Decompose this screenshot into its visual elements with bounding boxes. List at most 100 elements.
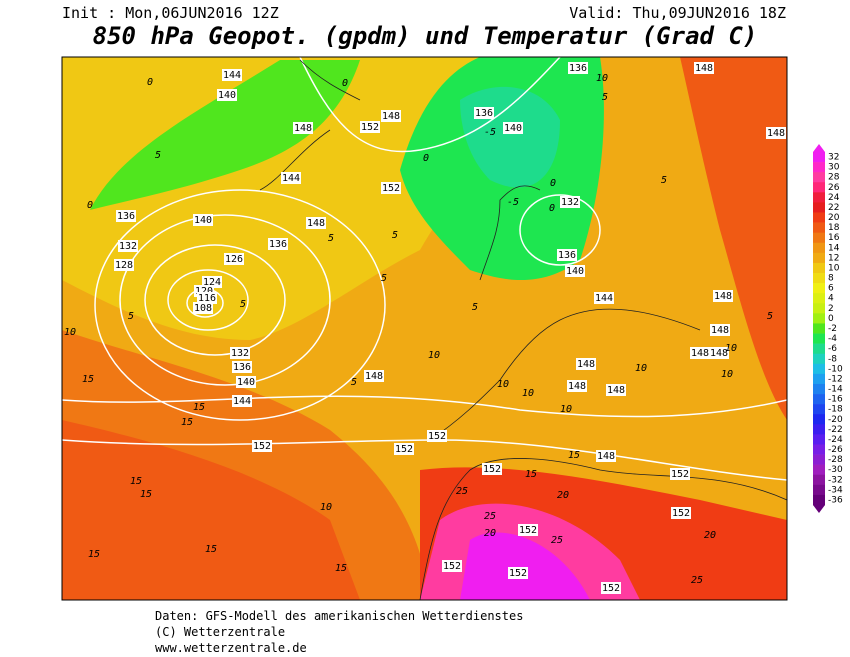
map-title: 850 hPa Geopot. (gpdm) und Temperatur (G… <box>93 22 758 50</box>
geopotential-label: 148 <box>597 451 615 462</box>
label-box <box>281 172 301 184</box>
temperature-label: 5 <box>472 302 478 313</box>
temperature-label: 5 <box>351 377 357 388</box>
temperature-label: 15 <box>82 374 94 385</box>
geopotential-label: 136 <box>569 63 587 74</box>
colorbar-band <box>813 192 825 203</box>
label-box <box>217 89 237 101</box>
geopotential-label: 148 <box>710 348 728 359</box>
geopotential-label: 152 <box>602 583 620 594</box>
temperature-label: 15 <box>335 563 347 574</box>
temperature-label: 15 <box>130 476 142 487</box>
temperature-label: 10 <box>497 379 509 390</box>
colorbar-band <box>813 494 825 506</box>
temperature-label: -5 <box>484 127 496 138</box>
colorbar-band <box>813 424 825 435</box>
colorbar-label: 24 <box>828 193 840 203</box>
valid-time: Valid: Thu,09JUN2016 18Z <box>569 4 786 22</box>
label-box <box>601 582 621 594</box>
geopotential-label: 148 <box>714 291 732 302</box>
colorbar-bottom-arrow <box>813 505 825 513</box>
temperature-label: 25 <box>484 511 496 522</box>
geopotential-label: 108 <box>194 303 212 314</box>
geopotential-label: 126 <box>225 254 243 265</box>
geopotential-label: 140 <box>218 90 236 101</box>
temperature-label: 10 <box>64 327 76 338</box>
temperature-label: 10 <box>721 369 733 380</box>
colorbar-label: 30 <box>828 163 840 173</box>
colorbar-label: -6 <box>828 344 837 354</box>
geopotential-label: 136 <box>475 108 493 119</box>
footer-url: www.wetterzentrale.de <box>155 641 307 655</box>
geopotential-label: 116 <box>198 293 216 304</box>
colorbar-label: -24 <box>828 435 843 445</box>
colorbar-top-arrow <box>813 144 825 152</box>
temperature-label: 10 <box>522 388 534 399</box>
colorbar-label: 20 <box>828 213 840 223</box>
temperature-label: 15 <box>568 450 580 461</box>
temperature-label: 20 <box>484 528 496 539</box>
colorbar-band <box>813 484 825 496</box>
init-time: Init : Mon,06JUN2016 12Z <box>62 4 279 22</box>
colorbar-band <box>813 252 825 264</box>
colorbar-label: -4 <box>828 334 837 344</box>
geopotential-label: 144 <box>282 173 300 184</box>
colorbar-label: -14 <box>828 385 843 395</box>
temperature-label: 15 <box>181 417 193 428</box>
label-box <box>193 214 213 226</box>
colorbar-band <box>813 343 825 355</box>
temperature-label: 10 <box>560 404 572 415</box>
label-box <box>670 468 690 480</box>
label-box <box>518 524 538 536</box>
label-box <box>568 62 588 74</box>
colorbar-band <box>813 262 825 274</box>
label-box <box>709 347 729 359</box>
map-frame <box>61 56 788 601</box>
label-box <box>503 122 523 134</box>
colorbar-label: 6 <box>828 284 834 294</box>
colorbar-band <box>813 454 825 465</box>
label-box <box>606 384 626 396</box>
geopotential-label: 136 <box>269 239 287 250</box>
temperature-label: 15 <box>205 544 217 555</box>
label-box <box>381 110 401 122</box>
colorbar-label: 12 <box>828 253 839 263</box>
colorbar-band <box>813 434 825 445</box>
colorbar-label: -20 <box>828 415 843 425</box>
footer-copyright: (C) Wetterzentrale <box>155 625 285 639</box>
label-box <box>557 249 577 261</box>
colorbar-band <box>813 373 825 385</box>
temperature-label: 10 <box>596 73 608 84</box>
temperature-label: 5 <box>767 311 773 322</box>
geopotential-label: 136 <box>233 362 251 373</box>
label-box <box>197 292 217 304</box>
geopotential-label: 136 <box>117 211 135 222</box>
colorbar-label: 32 <box>828 153 839 163</box>
temperature-label: 5 <box>381 273 387 284</box>
geopotential-label: 152 <box>509 568 527 579</box>
colorbar-band <box>813 222 825 233</box>
colorbar-label: 2 <box>828 304 834 314</box>
colorbar-band <box>813 333 825 344</box>
colorbar-label: -8 <box>828 354 837 364</box>
label-box <box>364 370 384 382</box>
label-box <box>482 463 502 475</box>
colorbar-band <box>813 383 825 395</box>
geopotential-label: 148 <box>607 385 625 396</box>
colorbar-label: -36 <box>828 495 843 505</box>
colorbar-band <box>813 242 825 254</box>
colorbar-label: 14 <box>828 243 840 253</box>
colorbar-band <box>813 394 825 405</box>
colorbar-band <box>813 182 825 193</box>
label-box <box>594 292 614 304</box>
geopotential-label: 152 <box>519 525 537 536</box>
colorbar-label: 28 <box>828 173 840 183</box>
label-box <box>381 182 401 194</box>
colorbar-label: 8 <box>828 274 834 284</box>
geopotential-label: 124 <box>203 277 221 288</box>
geopotential-label: 152 <box>382 183 400 194</box>
colorbar-label: -2 <box>828 324 837 334</box>
temperature-label: 10 <box>635 363 647 374</box>
geopotential-label: 152 <box>428 431 446 442</box>
